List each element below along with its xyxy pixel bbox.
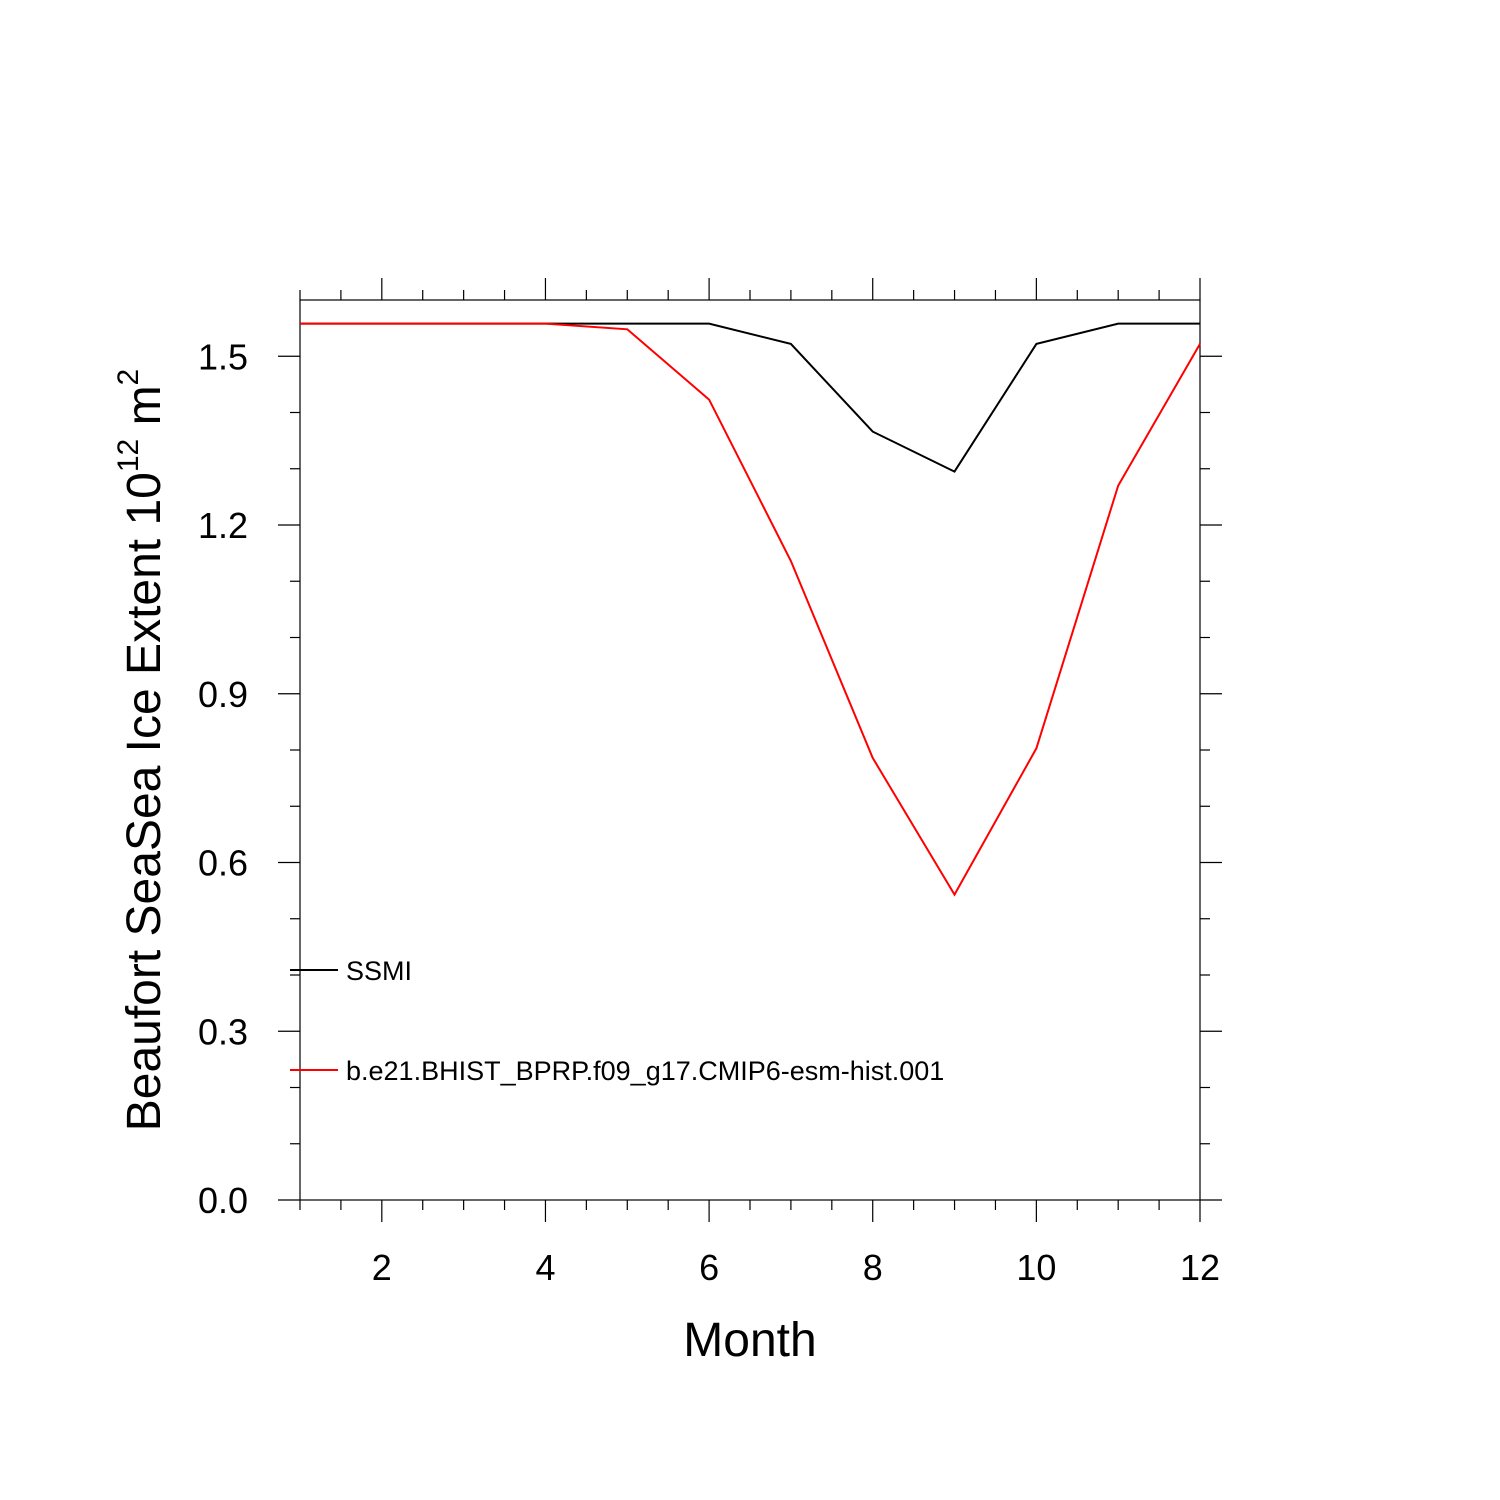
y-tick-label: 1.5 [198, 336, 248, 377]
y-axis-title-unit: m [118, 385, 171, 438]
legend: SSMI b.e21.BHIST_BPRP.f09_g17.CMIP6-esm-h… [290, 956, 944, 1086]
x-tick-label: 2 [372, 1247, 392, 1288]
y-tick-label: 0.3 [198, 1011, 248, 1052]
y-axis-title-exponent: 12 [112, 439, 145, 472]
x-tick-labels: 2 4 6 8 10 12 [372, 1247, 1220, 1288]
y-tick-label: 1.2 [198, 505, 248, 546]
x-tick-label: 8 [863, 1247, 883, 1288]
series-lines [300, 322, 1201, 897]
legend-label-0: SSMI [346, 956, 412, 986]
x-tick-label: 6 [699, 1247, 719, 1288]
legend-label-1: b.e21.BHIST_BPRP.f09_g17.CMIP6-esm-hist.… [346, 1056, 944, 1086]
series-line-0 [300, 322, 1200, 473]
y-axis-title-unit-exponent: 2 [112, 369, 145, 386]
x-axis-title: Month [683, 1314, 816, 1367]
axis-ticks [278, 278, 1222, 1222]
y-axis-title: Beaufort SeaSea Ice Extent 1012 m2 [112, 369, 171, 1132]
y-tick-label: 0.6 [198, 843, 248, 884]
series-line-1 [300, 322, 1201, 897]
x-tick-label: 12 [1180, 1247, 1220, 1288]
y-axis-title-main: Beaufort SeaSea Ice Extent 10 [118, 472, 171, 1131]
y-tick-labels: 0.0 0.3 0.6 0.9 1.2 1.5 [198, 336, 248, 1221]
y-tick-label: 0.0 [198, 1180, 248, 1221]
x-tick-label: 4 [535, 1247, 555, 1288]
x-tick-label: 10 [1016, 1247, 1056, 1288]
y-tick-label: 0.9 [198, 674, 248, 715]
